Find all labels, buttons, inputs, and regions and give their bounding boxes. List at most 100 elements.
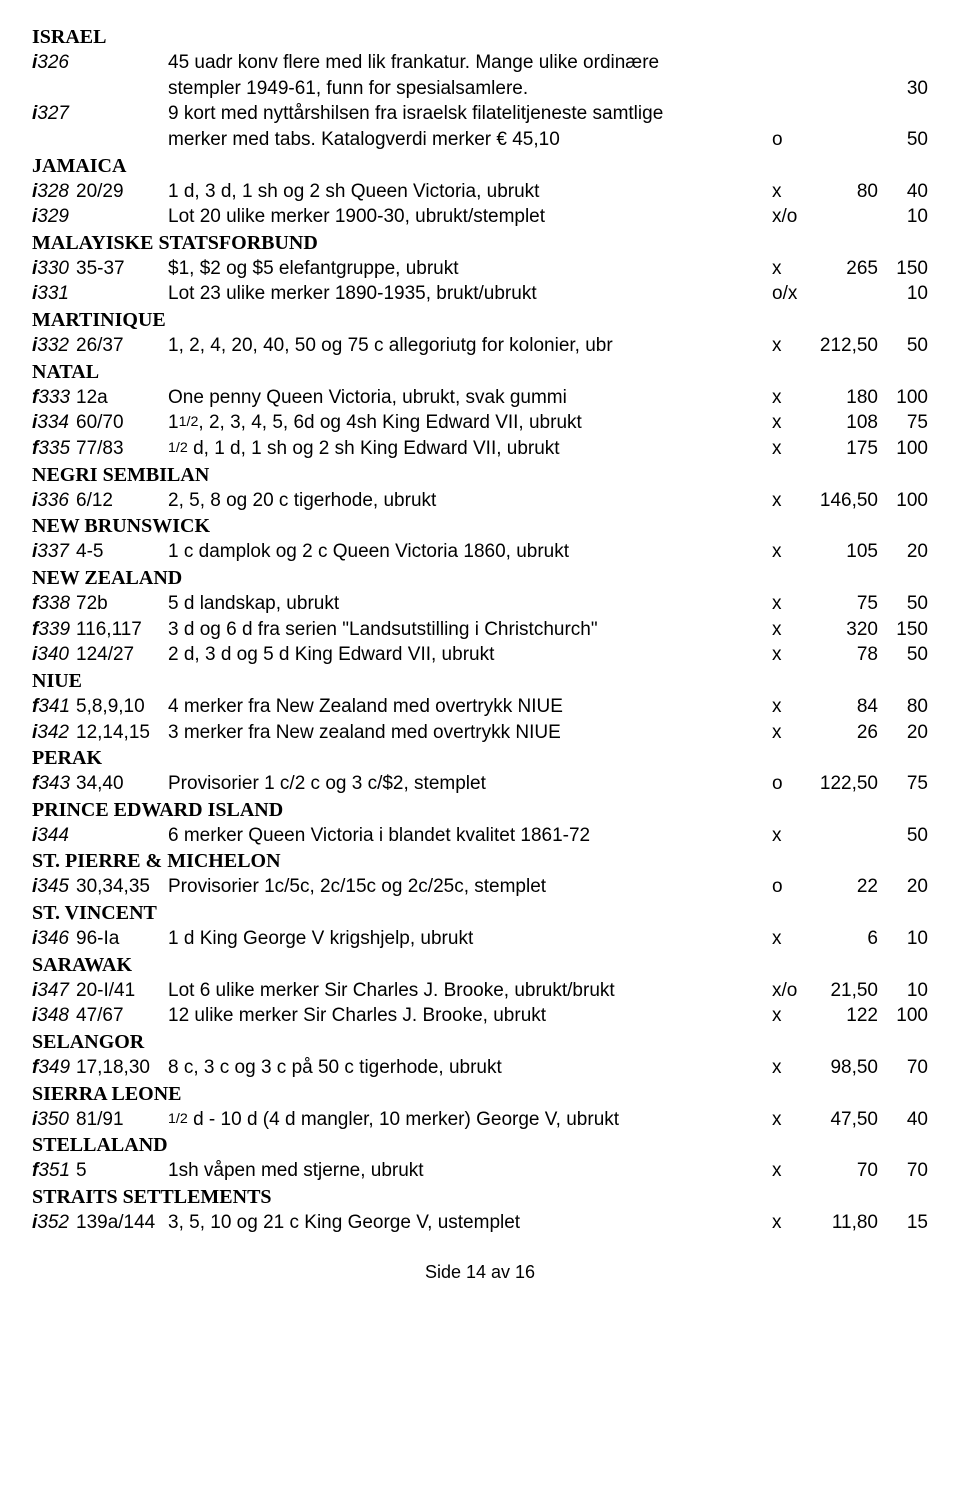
reference: 12a <box>76 385 168 411</box>
description: $1, $2 og $5 elefantgruppe, ubrukt <box>168 256 772 282</box>
condition: x <box>772 591 810 617</box>
start-price: 150 <box>878 256 928 282</box>
section-header: SARAWAK <box>32 952 928 978</box>
start-price: 40 <box>878 179 928 205</box>
catalog-entry: f34917,18,308 c, 3 c og 3 c på 50 c tige… <box>32 1055 928 1081</box>
catalog-entry: f339116,1173 d og 6 d fra serien "Landsu… <box>32 617 928 643</box>
lot-number: i334 <box>32 410 76 436</box>
reference: 77/83 <box>76 436 168 462</box>
reference: 124/27 <box>76 642 168 668</box>
catalog-entry: f33872b5 d landskap, ubruktx7550 <box>32 591 928 617</box>
start-price: 50 <box>878 333 928 359</box>
lot-number: i342 <box>32 720 76 746</box>
catalog-price: 175 <box>810 436 878 462</box>
lot-number: f338 <box>32 591 76 617</box>
section-header: JAMAICA <box>32 153 928 179</box>
condition: x <box>772 926 810 952</box>
lot-number: i330 <box>32 256 76 282</box>
start-price: 100 <box>878 385 928 411</box>
description: Provisorier 1 c/2 c og 3 c/$2, stemplet <box>168 771 772 797</box>
section-header: NEW ZEALAND <box>32 565 928 591</box>
catalog-price: 108 <box>810 410 878 436</box>
lot-number: i331 <box>32 281 76 307</box>
catalog-price: 80 <box>810 179 878 205</box>
catalog-price: 84 <box>810 694 878 720</box>
description-continuation: merker med tabs. Katalogverdi merker € 4… <box>32 127 928 153</box>
lot-number: i350 <box>32 1107 76 1133</box>
catalog-price: 98,50 <box>810 1055 878 1081</box>
lot-number: i337 <box>32 539 76 565</box>
start-price: 10 <box>878 978 928 1004</box>
reference: 20/29 <box>76 179 168 205</box>
catalog-price: 6 <box>810 926 878 952</box>
catalog-entry: i34696-Ia1 d King George V krigshjelp, u… <box>32 926 928 952</box>
condition: x <box>772 1107 810 1133</box>
lot-number: i336 <box>32 488 76 514</box>
start-price: 20 <box>878 720 928 746</box>
page-footer: Side 14 av 16 <box>32 1262 928 1283</box>
condition: x <box>772 1003 810 1029</box>
catalog-price: 122 <box>810 1003 878 1029</box>
lot-number: i327 <box>32 101 76 127</box>
lot-number: f343 <box>32 771 76 797</box>
start-price: 30 <box>878 76 928 102</box>
catalog-price: 320 <box>810 617 878 643</box>
section-header: MARTINIQUE <box>32 307 928 333</box>
condition: x <box>772 385 810 411</box>
catalog-entry: i35081/911/2 d - 10 d (4 d mangler, 10 m… <box>32 1107 928 1133</box>
start-price: 100 <box>878 488 928 514</box>
reference: 12,14,15 <box>76 720 168 746</box>
condition: x <box>772 694 810 720</box>
section-header: ST. VINCENT <box>32 900 928 926</box>
description: 8 c, 3 c og 3 c på 50 c tigerhode, ubruk… <box>168 1055 772 1081</box>
lot-number: f351 <box>32 1158 76 1184</box>
catalog-entry: i34847/6712 ulike merker Sir Charles J. … <box>32 1003 928 1029</box>
catalog-price: 146,50 <box>810 488 878 514</box>
start-price: 70 <box>878 1158 928 1184</box>
description: 1 d, 3 d, 1 sh og 2 sh Queen Victoria, u… <box>168 179 772 205</box>
catalog-price: 11,80 <box>810 1210 878 1236</box>
lot-number: i340 <box>32 642 76 668</box>
catalog-price: 265 <box>810 256 878 282</box>
catalog-price: 26 <box>810 720 878 746</box>
catalog-entry: i3374-51 c damplok og 2 c Queen Victoria… <box>32 539 928 565</box>
condition: x/o <box>772 204 810 230</box>
lot-number: f349 <box>32 1055 76 1081</box>
start-price: 50 <box>878 591 928 617</box>
description: 1, 2, 4, 20, 40, 50 og 75 c allegoriutg … <box>168 333 772 359</box>
reference: 5 <box>76 1158 168 1184</box>
condition: x/o <box>772 978 810 1004</box>
catalog-entry: i3279 kort med nyttårshilsen fra israels… <box>32 101 928 127</box>
condition: x <box>772 436 810 462</box>
lot-number: f335 <box>32 436 76 462</box>
section-header: NATAL <box>32 359 928 385</box>
start-price: 50 <box>878 823 928 849</box>
catalog-entry: i34720-I/41Lot 6 ulike merker Sir Charle… <box>32 978 928 1004</box>
section-header: SELANGOR <box>32 1029 928 1055</box>
condition: x <box>772 617 810 643</box>
condition: x <box>772 1158 810 1184</box>
lot-number: i348 <box>32 1003 76 1029</box>
section-header: NIUE <box>32 668 928 694</box>
catalog-entry: f3415,8,9,104 merker fra New Zealand med… <box>32 694 928 720</box>
description: 2 d, 3 d og 5 d King Edward VII, ubrukt <box>168 642 772 668</box>
section-header: STELLALAND <box>32 1132 928 1158</box>
condition: o <box>772 127 810 153</box>
start-price: 20 <box>878 874 928 900</box>
condition: x <box>772 642 810 668</box>
start-price: 70 <box>878 1055 928 1081</box>
catalog-entry: i340124/272 d, 3 d og 5 d King Edward VI… <box>32 642 928 668</box>
start-price: 150 <box>878 617 928 643</box>
reference: 47/67 <box>76 1003 168 1029</box>
reference: 6/12 <box>76 488 168 514</box>
description: 1 c damplok og 2 c Queen Victoria 1860, … <box>168 539 772 565</box>
reference: 139a/144 <box>76 1210 168 1236</box>
lot-number: f341 <box>32 694 76 720</box>
lot-number: i346 <box>32 926 76 952</box>
description-continuation: stempler 1949-61, funn for spesialsamler… <box>32 76 928 102</box>
description: merker med tabs. Katalogverdi merker € 4… <box>168 127 772 153</box>
catalog-price: 180 <box>810 385 878 411</box>
reference: 30,34,35 <box>76 874 168 900</box>
start-price: 40 <box>878 1107 928 1133</box>
start-price: 10 <box>878 204 928 230</box>
